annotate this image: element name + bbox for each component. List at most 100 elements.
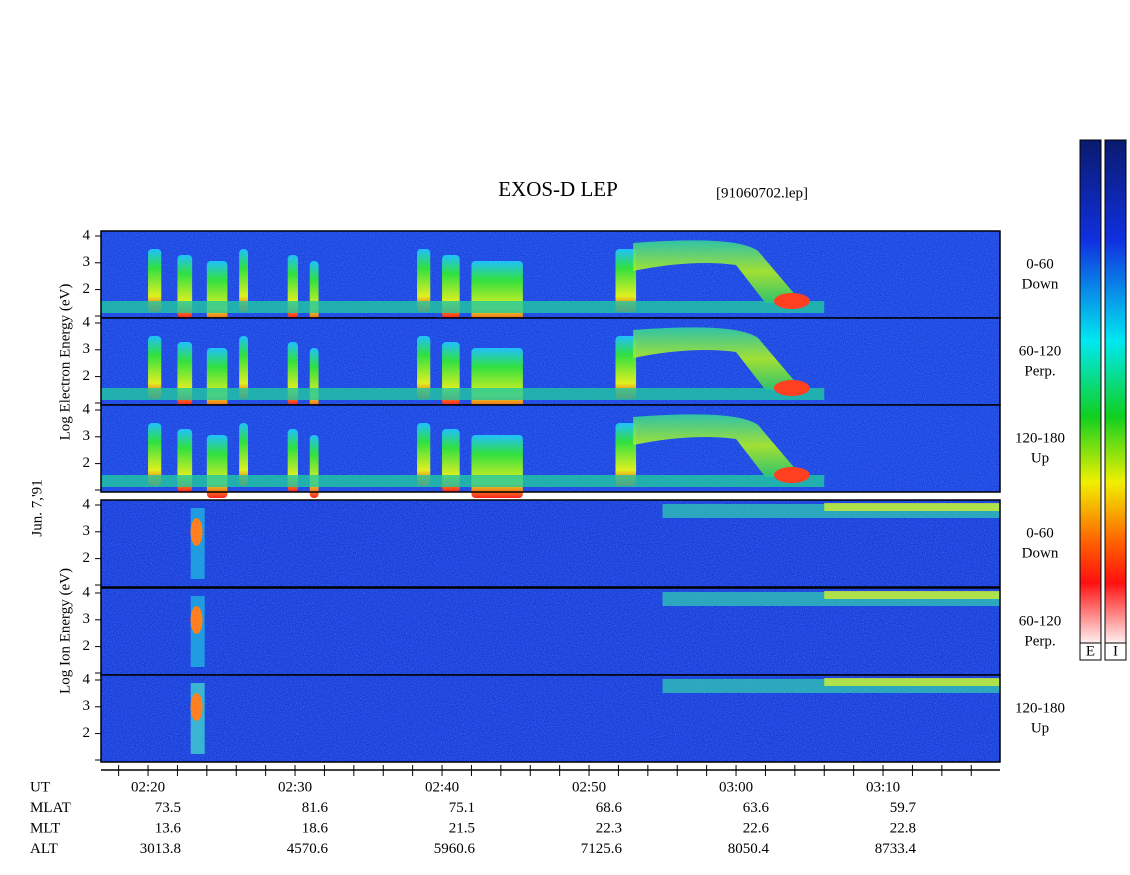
pitch-label: 0-60 [1026,256,1054,272]
row-value: 3013.8 [140,841,181,857]
panel-frame [100,499,1001,588]
row-value: 22.8 [890,820,916,836]
direction-label: Up [1031,450,1049,466]
colorbar-label: E [1086,643,1095,659]
ion-spot [190,518,203,546]
title: EXOS-D LEP [498,177,618,201]
y-tick-label: 2 [83,638,91,654]
burst [148,423,162,486]
hot-spot [773,380,810,396]
row-value: 21.5 [449,820,475,836]
ion-band-hot [824,591,1000,599]
y-tick-label: 3 [83,254,91,270]
y-tick-label: 4 [83,584,91,600]
ion-spot [190,693,203,721]
y-tick-label: 4 [83,401,91,417]
y-tick-label: 3 [83,341,91,357]
electron-axis-label: Log Electron Energy (eV) [57,284,73,441]
burst [309,261,319,324]
burst [309,435,319,498]
burst [417,336,431,399]
row-value: 63.6 [743,800,770,816]
hot-spot [773,467,810,483]
burst [417,423,431,486]
ion-axis-label: Log Ion Energy (eV) [57,568,73,694]
burst [471,435,523,498]
features [190,678,1000,754]
direction-label: Down [1022,545,1059,561]
pitch-label: 60-120 [1019,613,1062,629]
panel-frame [100,404,1001,493]
time-tick-label: 02:30 [278,779,312,795]
row-value: 68.6 [596,800,623,816]
low-band [101,388,825,400]
y-tick-label: 2 [83,281,91,297]
ion-band-hot [824,678,1000,686]
time-tick-label: 02:40 [425,779,459,795]
features [190,591,1000,667]
row-value: 13.6 [155,820,182,836]
burst [148,249,162,312]
y-tick-label: 3 [83,698,91,714]
burst [239,336,248,399]
ion-band-hot [824,503,1000,511]
file-name: [91060702.lep] [716,185,808,201]
time-tick-label: 02:20 [131,779,165,795]
y-tick-label: 2 [83,455,91,471]
direction-label: Up [1031,720,1049,736]
burst [239,423,248,486]
row-value: 22.3 [596,820,622,836]
colorbar-label-box [1079,642,1102,661]
ion-spot [190,606,203,634]
y-tick-label: 4 [83,671,91,687]
burst [615,336,637,399]
row-value: 73.5 [155,800,181,816]
burst [471,261,523,324]
time-tick-label: 03:00 [719,779,753,795]
burst [206,348,228,411]
y-tick-label: 4 [83,227,91,243]
features [101,327,825,411]
row-value: 75.1 [449,800,475,816]
time-tick-label: 03:10 [866,779,900,795]
burst [206,261,228,324]
arc [633,414,803,477]
arc [633,240,803,303]
colorbar [1079,139,1102,644]
y-tick-label: 2 [83,368,91,384]
y-tick-label: 2 [83,550,91,566]
direction-label: Down [1022,276,1059,292]
burst [615,249,637,312]
row-label: MLAT [30,800,71,816]
row-value: 8733.4 [875,841,917,857]
row-value: 22.6 [743,820,770,836]
row-value: 59.7 [890,800,917,816]
time-tick-label: 02:50 [572,779,606,795]
panel-frame [100,674,1001,763]
y-tick-label: 3 [83,428,91,444]
hot-spot [773,293,810,309]
burst [615,423,637,486]
row-value: 8050.4 [728,841,770,857]
date-label: Jun. 7,'91 [29,479,45,536]
row-value: 81.6 [302,800,329,816]
pitch-label: 120-180 [1015,430,1065,446]
row-value: 18.6 [302,820,329,836]
row-value: 7125.6 [581,841,623,857]
burst [148,336,162,399]
burst [471,348,523,411]
features [101,240,825,324]
colorbar-label-box [1104,642,1127,661]
row-value: 5960.6 [434,841,476,857]
y-tick-label: 3 [83,611,91,627]
row-value: 4570.6 [287,841,329,857]
row-label: ALT [30,841,58,857]
features [101,414,825,498]
direction-label: Perp. [1024,633,1055,649]
colorbar [1104,139,1127,644]
y-tick-label: 2 [83,725,91,741]
y-tick-label: 4 [83,314,91,330]
pitch-label: 120-180 [1015,700,1065,716]
burst [309,348,319,411]
